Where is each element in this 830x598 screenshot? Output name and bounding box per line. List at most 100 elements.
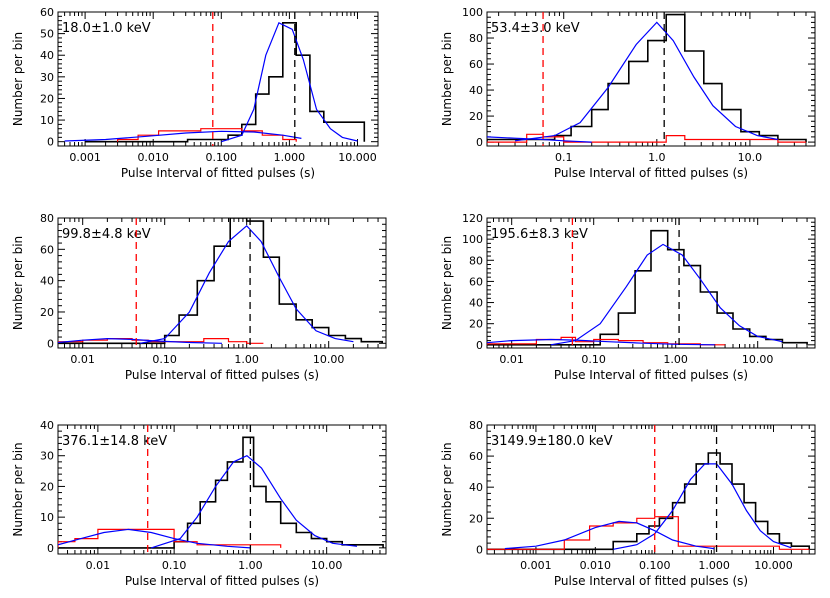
plot-area — [58, 425, 384, 554]
histogram-short-pulses — [487, 516, 810, 550]
y-axis-label: Number per bin — [11, 236, 25, 330]
y-tick-label: 100 — [462, 233, 483, 246]
y-tick-label: 20 — [469, 110, 483, 123]
x-tick-label: 0.1 — [555, 151, 573, 164]
y-tick-label: 40 — [40, 419, 54, 432]
x-tick-label: 0.01 — [86, 559, 111, 572]
plot-area — [487, 218, 808, 348]
fit-curve-all — [151, 454, 358, 549]
x-axis-label: Pulse Interval of fitted pulses (s) — [554, 166, 748, 180]
x-axis-label: Pulse Interval of fitted pulses (s) — [125, 574, 319, 588]
y-tick-label: 60 — [469, 450, 483, 463]
x-tick-label: 10.000 — [338, 151, 377, 164]
plot-area — [58, 218, 383, 348]
x-tick-label: 1.000 — [274, 151, 306, 164]
plot-frame — [486, 11, 816, 147]
x-axis-label: Pulse Interval of fitted pulses (s) — [554, 574, 748, 588]
y-tick-label: 80 — [469, 32, 483, 45]
y-tick-label: 80 — [469, 419, 483, 432]
y-axis-label: Number per bin — [11, 32, 25, 126]
fit-curve-short — [504, 520, 715, 550]
y-axis-label: Number per bin — [440, 236, 454, 330]
y-tick-label: 10 — [40, 114, 54, 127]
y-tick-label: 40 — [469, 84, 483, 97]
y-tick-label: 0 — [476, 543, 483, 556]
x-tick-label: 0.10 — [581, 353, 606, 366]
plot-frame — [57, 424, 387, 555]
y-tick-label: 30 — [40, 450, 54, 463]
fit-curve-all — [514, 21, 779, 142]
y-tick-label: 10 — [40, 511, 54, 524]
y-tick-label: 30 — [40, 71, 54, 84]
x-tick-label: 10.0 — [738, 151, 763, 164]
y-tick-label: 40 — [469, 297, 483, 310]
histogram-short-pulses — [117, 128, 297, 142]
x-tick-label: 0.001 — [520, 559, 552, 572]
x-tick-label: 0.010 — [580, 559, 612, 572]
fit-curve-all — [613, 463, 792, 550]
fit-curve-short — [487, 338, 715, 346]
y-tick-label: 60 — [469, 58, 483, 71]
histogram-all-pulses — [487, 452, 810, 551]
y-tick-label: 60 — [40, 6, 54, 19]
fit-curve-all — [221, 21, 358, 143]
plot-area — [487, 12, 807, 146]
y-axis-label: Number per bin — [11, 442, 25, 536]
histogram-all-pulses — [487, 13, 807, 143]
x-tick-label: 0.01 — [70, 353, 95, 366]
x-tick-label: 1.00 — [238, 559, 263, 572]
y-tick-label: 0 — [476, 136, 483, 149]
y-tick-label: 40 — [40, 49, 54, 62]
fit-curve-short — [58, 337, 223, 344]
fit-curve-short — [487, 136, 592, 143]
x-tick-label: 10.00 — [311, 559, 343, 572]
panel-3: 0.01 0.10 1.00 10.00 0 20 40 60 80 Pulse Interval… — [11, 212, 387, 382]
energy-label: 3149.9±180.0 keV — [491, 434, 613, 449]
x-tick-label: 1.000 — [698, 559, 730, 572]
y-tick-label: 100 — [462, 6, 483, 19]
histogram-all-pulses — [487, 229, 808, 346]
y-tick-label: 20 — [469, 512, 483, 525]
x-tick-label: 10.00 — [313, 353, 345, 366]
y-axis-label: Number per bin — [440, 32, 454, 126]
x-tick-label: 1.0 — [648, 151, 666, 164]
x-axis-label: Pulse Interval of fitted pulses (s) — [125, 368, 319, 382]
x-axis-label: Pulse Interval of fitted pulses (s) — [554, 368, 748, 382]
y-tick-label: 50 — [40, 28, 54, 41]
y-tick-label: 40 — [40, 275, 54, 288]
plot-area — [487, 425, 810, 554]
x-tick-label: 0.10 — [162, 559, 187, 572]
y-tick-label: 20 — [40, 306, 54, 319]
panel-4: 0.01 0.10 1.00 10.00 0 20 40 60 80 100 120 Pulse In… — [440, 212, 816, 382]
y-tick-label: 120 — [462, 212, 483, 225]
fit-curve-short — [58, 528, 251, 549]
x-tick-label: 1.00 — [234, 353, 259, 366]
y-axis-label: Number per bin — [440, 442, 454, 536]
fit-curve-all — [139, 224, 354, 344]
x-tick-label: 1.00 — [663, 353, 688, 366]
fit-curve-short — [64, 130, 302, 142]
y-tick-label: 60 — [469, 275, 483, 288]
y-tick-label: 20 — [40, 480, 54, 493]
y-tick-label: 60 — [40, 243, 54, 256]
x-tick-label: 10.000 — [754, 559, 793, 572]
plot-area — [64, 12, 366, 146]
y-tick-label: 0 — [476, 339, 483, 352]
panel-6: 0.001 0.010 0.100 1.000 10.000 0 20 40 60 80 Pulse… — [440, 419, 816, 588]
y-tick-label: 20 — [40, 92, 54, 105]
x-tick-label: 10.00 — [742, 353, 774, 366]
energy-label: 376.1±14.8 keV — [62, 434, 167, 449]
histogram-short-pulses — [487, 133, 806, 143]
x-tick-label: 0.100 — [639, 559, 671, 572]
histogram-all-pulses — [58, 218, 383, 345]
panel-5: 0.01 0.10 1.00 10.00 0 10 20 30 40 Pulse Interval… — [11, 419, 387, 588]
fit-curve-all — [550, 243, 783, 346]
energy-label: 195.6±8.3 keV — [491, 227, 588, 242]
energy-label: 99.8±4.8 keV — [62, 227, 151, 242]
histogram-short-pulses — [58, 528, 282, 548]
x-tick-label: 0.01 — [499, 353, 524, 366]
y-tick-label: 40 — [469, 481, 483, 494]
y-tick-label: 0 — [47, 136, 54, 149]
histogram-all-pulses — [85, 22, 366, 143]
